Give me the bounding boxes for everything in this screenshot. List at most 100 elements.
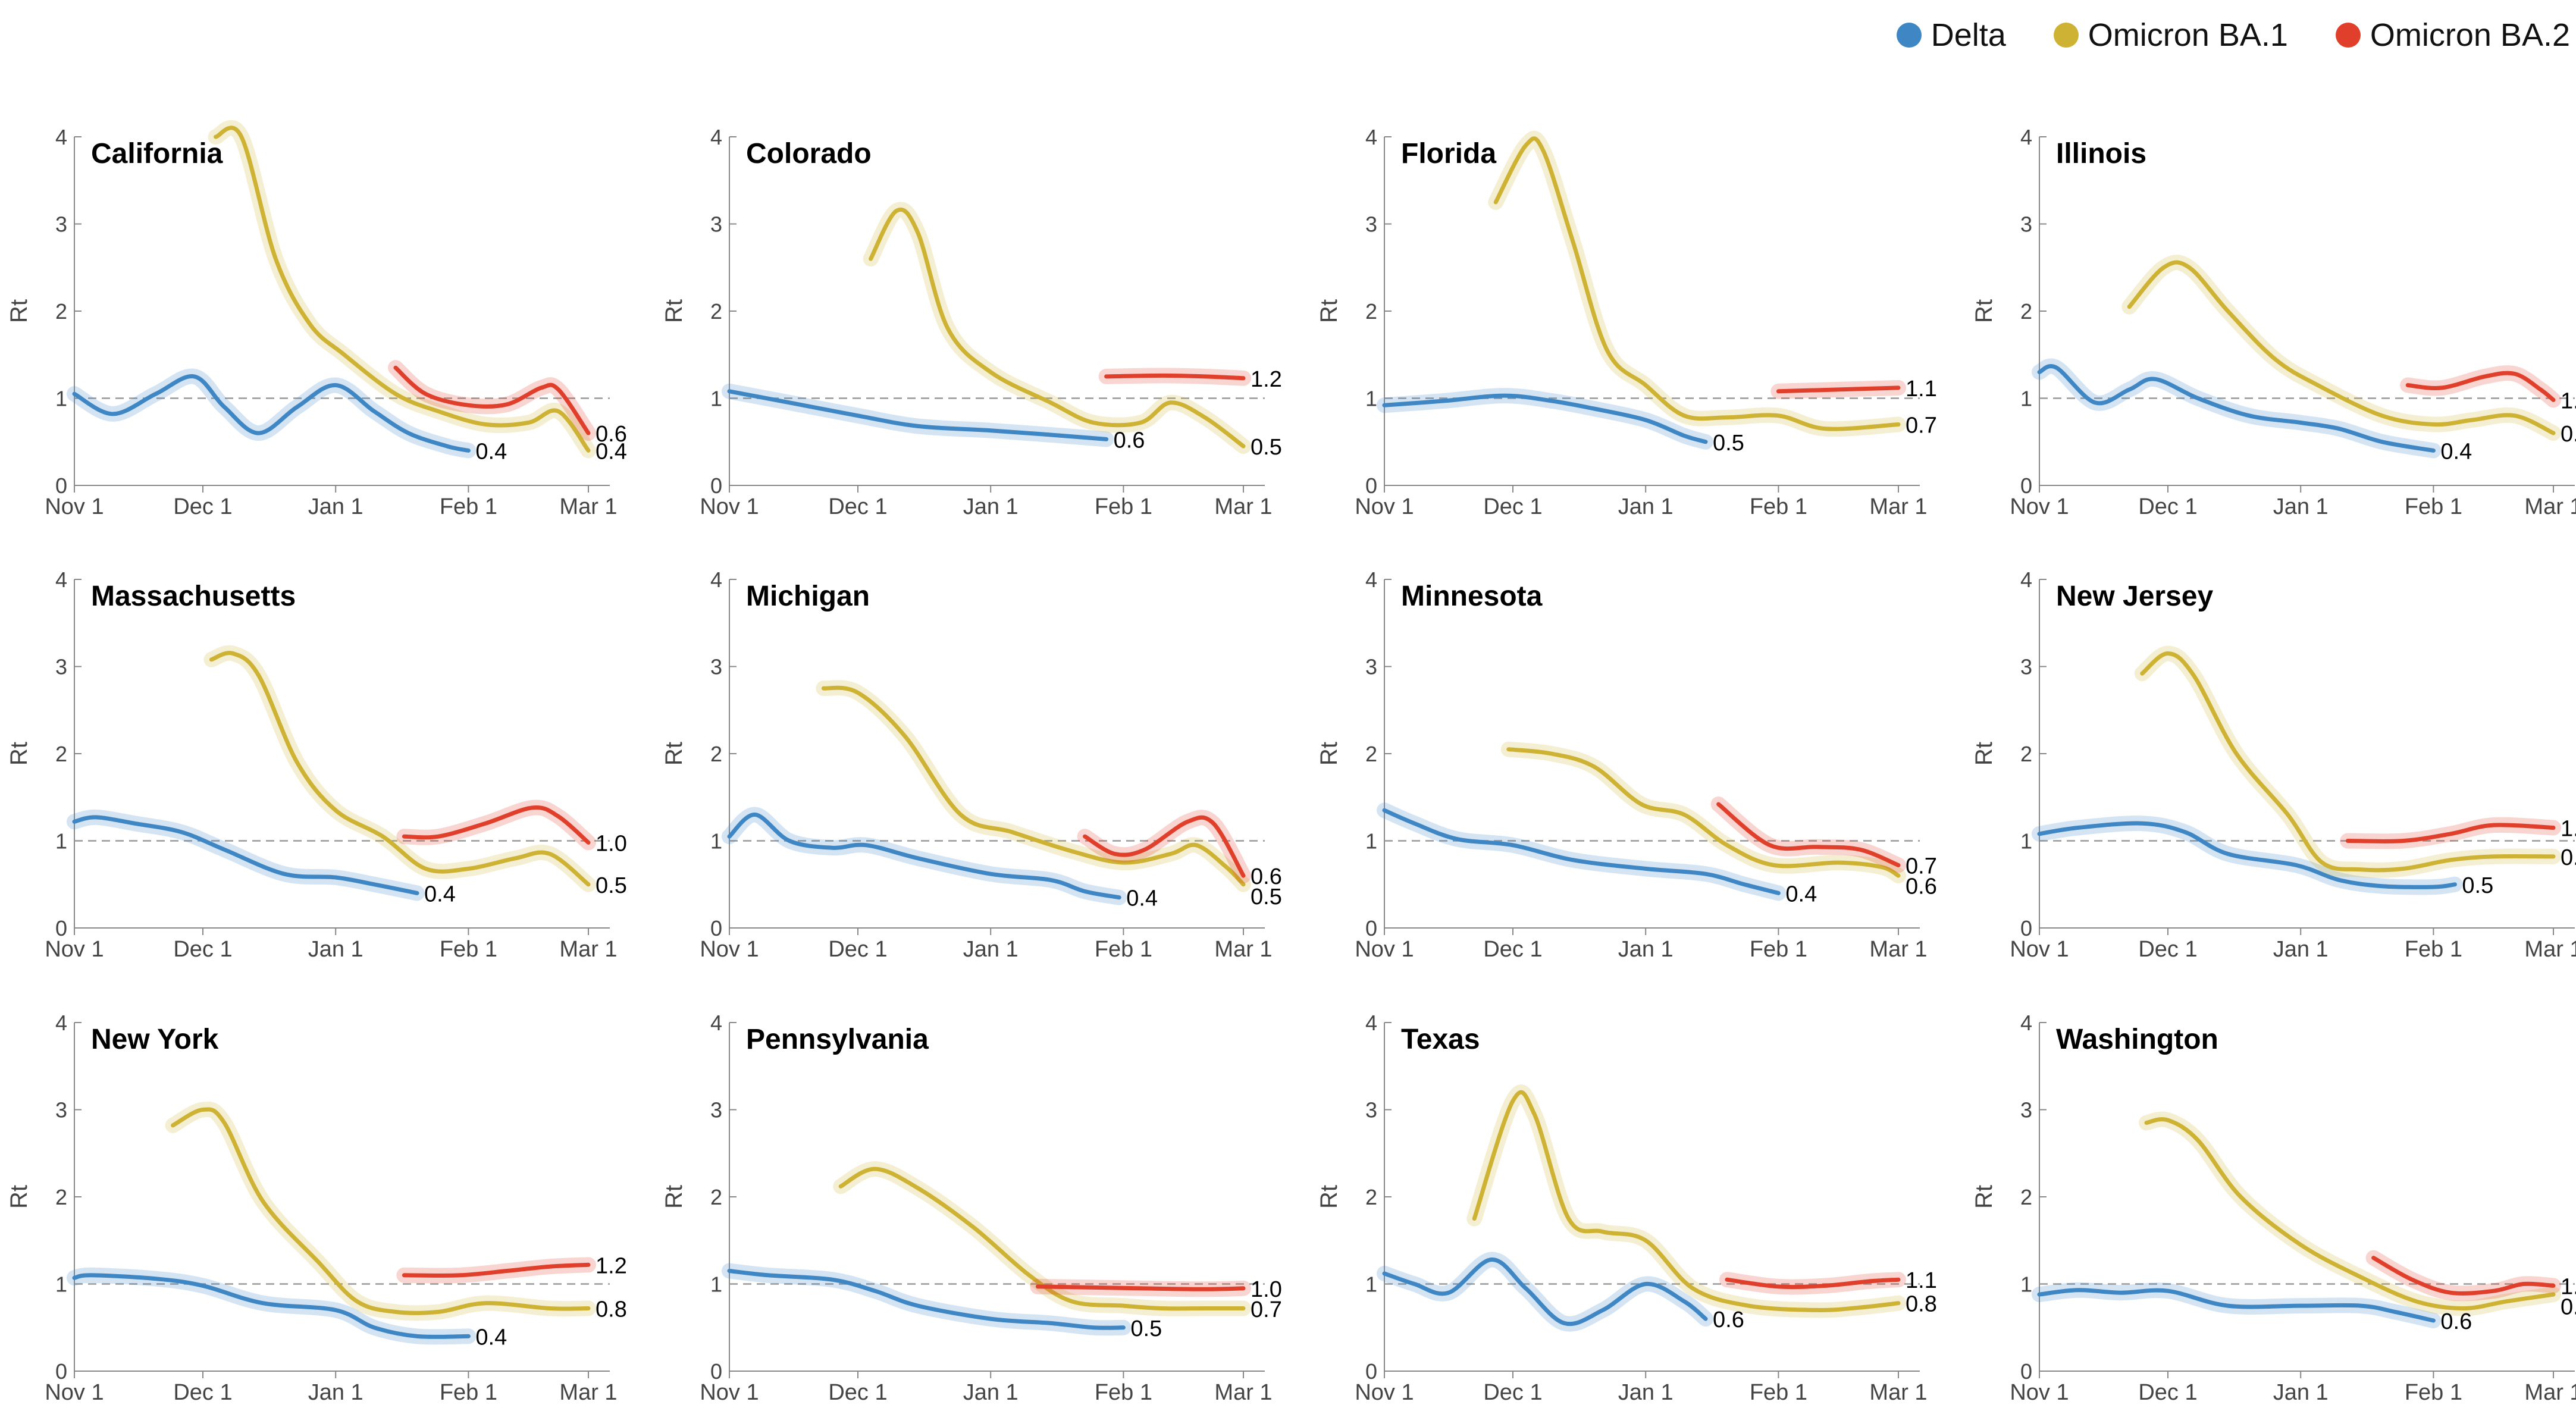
panel-title: Massachusetts — [91, 581, 296, 612]
y-tick-label: 1 — [55, 829, 67, 854]
series-band — [863, 202, 1251, 454]
y-tick-label: 1 — [1365, 829, 1377, 854]
y-tick-label: 4 — [55, 567, 67, 592]
series-line — [214, 126, 591, 453]
panel-florida: 0 1 2 3 4 Nov 1 Dec 1 Jan 1 Feb 1 Mar 1 Rt 1.1 0.7 0.… — [1316, 125, 1937, 519]
y-tick-label: 2 — [710, 1185, 722, 1209]
y-tick-label: 0 — [2020, 916, 2032, 940]
series-line — [1083, 815, 1246, 878]
end-value-label: 0.5 — [1713, 431, 1744, 456]
y-axis-label: Rt — [1971, 299, 1997, 323]
x-tick-label: Mar 1 — [559, 937, 617, 962]
panel-washington: 0 1 2 3 4 Nov 1 Dec 1 Jan 1 Feb 1 Mar 1 Rt 1.00.9 0.… — [1971, 1011, 2576, 1405]
x-tick-label: Dec 1 — [2138, 1380, 2197, 1405]
y-axis-label: Rt — [6, 299, 32, 323]
y-tick-label: 1 — [710, 829, 722, 854]
end-value-label: 1.2 — [1251, 367, 1282, 392]
end-value-label: 0.7 — [1906, 413, 1937, 438]
x-tick-label: Feb 1 — [2405, 937, 2462, 962]
end-value-label: 0.5 — [1251, 885, 1282, 910]
y-tick-label: 3 — [710, 1098, 722, 1122]
y-tick-label: 4 — [1365, 125, 1377, 149]
panel-title: Illinois — [2056, 138, 2146, 170]
panel-title: Florida — [1401, 138, 1496, 170]
x-tick-label: Feb 1 — [1095, 937, 1152, 962]
x-tick-label: Dec 1 — [2138, 937, 2197, 962]
series-line — [869, 207, 1246, 449]
x-tick-label: Jan 1 — [308, 494, 363, 519]
end-value-label: 0.5 — [2462, 873, 2493, 898]
x-tick-label: Jan 1 — [2273, 1380, 2329, 1405]
x-tick-label: Nov 1 — [1355, 494, 1414, 519]
series-line — [1506, 747, 1901, 878]
x-tick-label: Jan 1 — [308, 937, 363, 962]
series-line — [2144, 1117, 2556, 1310]
end-value-label: 1.2 — [2561, 817, 2576, 842]
end-value-label: 0.9 — [2561, 1294, 2576, 1319]
series-line — [402, 805, 591, 845]
end-value-label: 0.8 — [2561, 845, 2576, 870]
x-tick-label: Feb 1 — [440, 1380, 497, 1405]
series-line — [727, 1269, 1126, 1330]
end-value-label: 1.1 — [1906, 377, 1937, 402]
x-tick-label: Feb 1 — [2405, 494, 2462, 519]
series-line — [393, 365, 591, 435]
x-tick-label: Dec 1 — [828, 494, 887, 519]
y-tick-label: 0 — [710, 473, 722, 498]
y-axis-label: Rt — [6, 742, 32, 766]
x-tick-label: Mar 1 — [559, 494, 617, 519]
x-tick-label: Feb 1 — [1750, 937, 1807, 962]
y-tick-label: 4 — [710, 125, 722, 149]
y-axis-label: Rt — [1316, 299, 1342, 323]
x-tick-label: Jan 1 — [1618, 1380, 1674, 1405]
end-value-label: 1.0 — [2561, 388, 2576, 413]
y-tick-label: 4 — [2020, 567, 2032, 592]
y-axis-label: Rt — [1971, 1185, 1997, 1209]
series-line — [171, 1107, 591, 1315]
x-tick-label: Nov 1 — [45, 494, 104, 519]
series-band — [2121, 255, 2561, 441]
panel-title: New York — [91, 1024, 219, 1055]
panel-new-jersey: 0 1 2 3 4 Nov 1 Dec 1 Jan 1 Feb 1 Mar 1 Rt 1.2 0.8 0.… — [1971, 567, 2576, 962]
y-tick-label: 4 — [2020, 125, 2032, 149]
y-tick-label: 1 — [710, 1272, 722, 1297]
y-tick-label: 4 — [55, 1011, 67, 1035]
panel-title: California — [91, 138, 223, 170]
x-tick-label: Dec 1 — [2138, 494, 2197, 519]
x-tick-label: Feb 1 — [1095, 494, 1152, 519]
y-tick-label: 2 — [710, 299, 722, 324]
end-value-label: 0.8 — [596, 1297, 627, 1322]
x-tick-label: Mar 1 — [2524, 494, 2576, 519]
end-value-label: 0.6 — [1906, 874, 1937, 899]
panel-title: Texas — [1401, 1024, 1480, 1055]
legend-item: Omicron BA.2 — [2335, 17, 2570, 54]
panel-pennsylvania: 0 1 2 3 4 Nov 1 Dec 1 Jan 1 Feb 1 Mar 1 Rt 1.00.7 0.… — [661, 1011, 1282, 1405]
end-value-label: 0.4 — [475, 1325, 507, 1350]
y-tick-label: 0 — [2020, 1359, 2032, 1384]
y-tick-label: 2 — [2020, 299, 2032, 324]
series-band — [722, 807, 1127, 905]
y-tick-label: 0 — [1365, 1359, 1377, 1384]
series-line — [209, 651, 591, 887]
legend-item: Delta — [1896, 17, 2006, 54]
panel-minnesota: 0 1 2 3 4 Nov 1 Dec 1 Jan 1 Feb 1 Mar 1 Rt 0.70.6 0.… — [1316, 567, 1937, 962]
series-band — [208, 120, 596, 459]
series-line — [1472, 1090, 1901, 1312]
series-line — [2127, 260, 2556, 435]
x-tick-label: Feb 1 — [1750, 494, 1807, 519]
y-tick-label: 3 — [2020, 212, 2032, 237]
legend-item: Omicron BA.1 — [2053, 17, 2288, 54]
series-line — [2371, 1256, 2556, 1296]
series-line — [2037, 821, 2457, 889]
series-line — [727, 813, 1121, 900]
series-line — [72, 815, 419, 895]
end-value-label: 1.0 — [596, 831, 627, 856]
x-tick-label: Nov 1 — [2010, 1380, 2069, 1405]
y-tick-label: 0 — [2020, 473, 2032, 498]
x-tick-label: Dec 1 — [828, 1380, 887, 1405]
y-tick-label: 2 — [1365, 742, 1377, 766]
y-tick-label: 1 — [55, 387, 67, 411]
x-tick-label: Nov 1 — [1355, 1380, 1414, 1405]
